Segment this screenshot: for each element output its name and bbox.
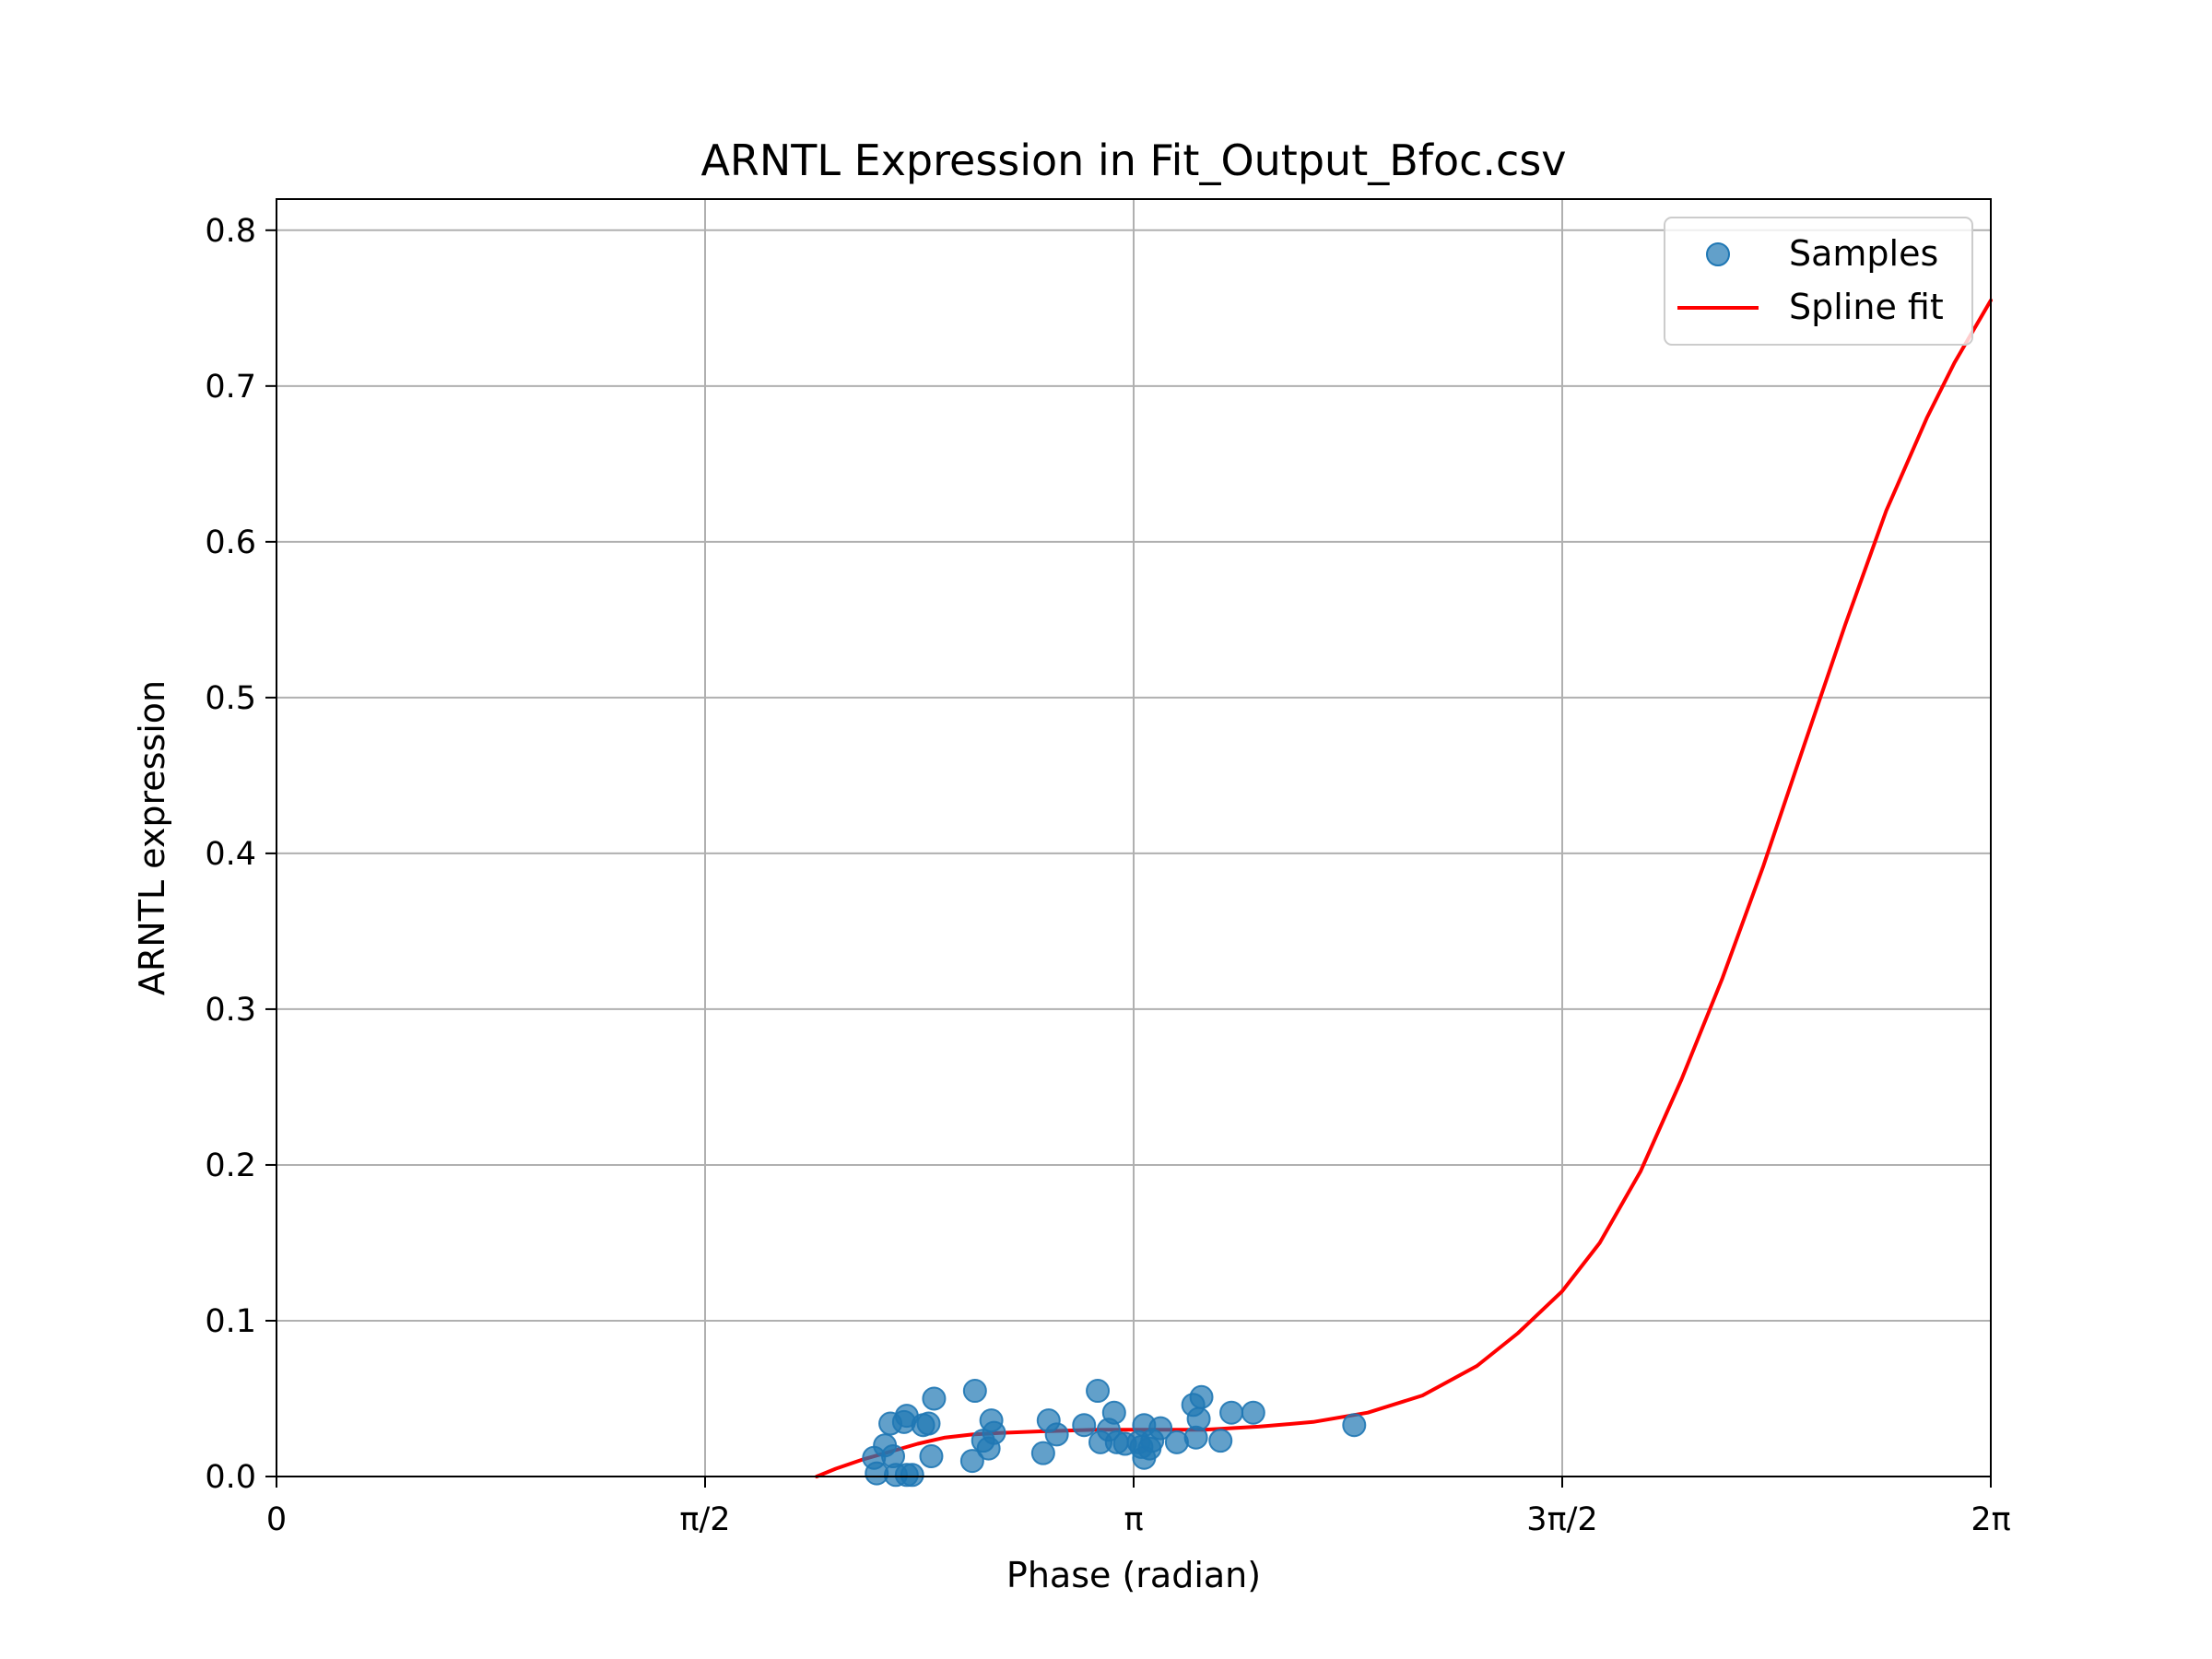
legend: Samples Spline fit [1664, 217, 1973, 346]
y-tick-label: 0.1 [205, 1303, 256, 1340]
x-tick-label: π [1124, 1501, 1143, 1538]
sample-point [962, 1379, 987, 1404]
sample-point [919, 1444, 944, 1469]
legend-samples-marker [1706, 242, 1730, 266]
x-tick-label: 0 [266, 1501, 287, 1538]
sample-point [959, 1449, 984, 1474]
y-tick-label: 0.6 [205, 524, 256, 561]
y-tick-label: 0.7 [205, 369, 256, 406]
legend-samples-label: Samples [1789, 233, 1938, 274]
sample-point [1044, 1422, 1069, 1447]
sample-point [1148, 1416, 1173, 1441]
sample-point [900, 1463, 924, 1488]
chart-title: ARNTL Expression in Fit_Output_Bfoc.csv [700, 135, 1566, 185]
x-tick-label: 3π/2 [1526, 1501, 1597, 1538]
sample-point [982, 1420, 1006, 1445]
y-tick-label: 0.5 [205, 680, 256, 717]
x-axis-label: Phase (radian) [1006, 1555, 1261, 1595]
sample-point [1086, 1379, 1111, 1404]
sample-point [1189, 1384, 1214, 1409]
sample-point [1186, 1406, 1211, 1431]
sample-point [1241, 1400, 1265, 1425]
sample-point [1030, 1441, 1055, 1465]
y-tick-label: 0.8 [205, 213, 256, 250]
sample-point [1208, 1429, 1233, 1453]
x-tick-label: 2π [1971, 1501, 2010, 1538]
spline-fit-layer [815, 298, 1993, 1478]
y-tick-label: 0.2 [205, 1147, 256, 1184]
legend-box [1664, 217, 1973, 346]
sample-point [1342, 1413, 1367, 1438]
sample-point [1072, 1413, 1097, 1438]
spline-fit-line [815, 298, 1993, 1478]
sample-point [922, 1386, 947, 1411]
sample-point [1219, 1400, 1244, 1425]
x-tick-label: π/2 [679, 1501, 730, 1538]
sample-point [916, 1411, 941, 1436]
y-axis-label: ARNTL expression [132, 680, 172, 995]
y-tick-label: 0.4 [205, 836, 256, 873]
y-tick-label: 0.0 [205, 1459, 256, 1496]
samples-layer [862, 1379, 1367, 1488]
legend-spline-label: Spline fit [1789, 287, 1944, 327]
sample-point [1101, 1400, 1126, 1425]
y-tick-label: 0.3 [205, 992, 256, 1029]
ticks: 0 π/2 π 3π/2 2π 0.0 0.1 0.2 0.3 0.4 0.5 0.6 0.7 0.8 [205, 213, 2010, 1538]
